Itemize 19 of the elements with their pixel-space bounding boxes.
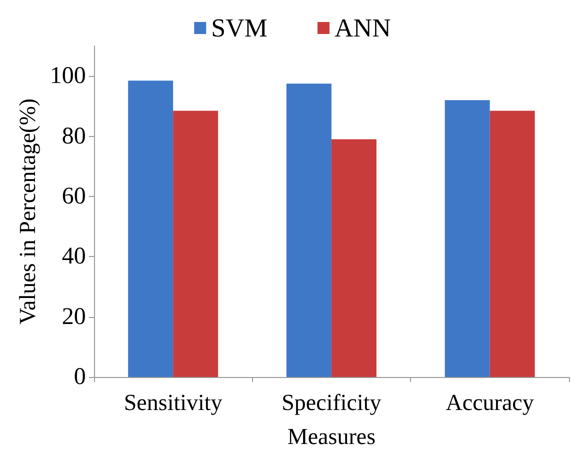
y-axis-title: Values in Percentage(%) — [15, 98, 40, 325]
y-tick-label: 40 — [62, 244, 86, 270]
y-tick-label: 80 — [62, 123, 86, 150]
x-axis-title: Measures — [287, 424, 376, 449]
bar — [444, 100, 490, 377]
y-tick-label: 0 — [74, 364, 86, 390]
bar — [286, 84, 332, 377]
bar — [173, 110, 218, 377]
bar — [331, 139, 376, 377]
x-tick-label: Specificity — [282, 390, 382, 415]
y-tick-label: 60 — [62, 183, 86, 210]
legend-label: SVM — [211, 14, 268, 42]
y-tick-label: 20 — [62, 304, 86, 330]
bar — [128, 80, 174, 377]
bar — [490, 110, 535, 377]
x-tick-label: Sensitivity — [124, 390, 223, 415]
legend-label: ANN — [334, 14, 392, 42]
x-tick-label: Accuracy — [446, 390, 534, 415]
y-tick-label: 100 — [50, 63, 86, 90]
